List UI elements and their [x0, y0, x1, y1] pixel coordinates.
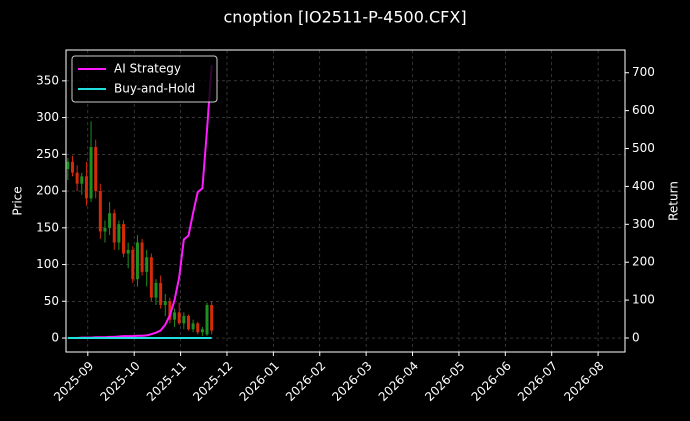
y-tick-label: 50	[44, 294, 59, 308]
candle-body	[205, 304, 209, 335]
x-tick-label: 2026-01	[237, 359, 282, 404]
x-tick-label: 2026-04	[376, 359, 421, 404]
candle-body	[84, 176, 88, 199]
y2-tick-label: 100	[632, 293, 655, 307]
x-tick-label: 2025-11	[144, 359, 189, 404]
candle-body	[173, 312, 177, 320]
y-tick-label: 200	[36, 184, 59, 198]
candle-body	[186, 315, 190, 330]
y-tick-label: 250	[36, 147, 59, 161]
candle-body	[131, 249, 135, 280]
x-tick-label: 2025-10	[97, 359, 142, 404]
candle-body	[112, 213, 116, 243]
legend-box	[71, 55, 218, 103]
candle-body	[89, 146, 93, 199]
candle-body	[154, 282, 158, 298]
candle-body	[135, 242, 139, 280]
x-tick-label: 2026-08	[561, 359, 606, 404]
candle-body	[66, 161, 70, 170]
candle-body	[196, 323, 200, 333]
y2-tick-label: 700	[632, 65, 655, 79]
y2-axis-label: Return	[667, 181, 681, 221]
x-tick-label: 2026-05	[422, 359, 467, 404]
y2-tick-label: 300	[632, 217, 655, 231]
y-tick-label: 300	[36, 110, 59, 124]
candle-body	[168, 301, 172, 320]
candle-body	[80, 176, 84, 184]
y-tick-label: 100	[36, 257, 59, 271]
candle-body	[210, 304, 214, 331]
y-tick-label: 150	[36, 220, 59, 234]
y-tick-label: 0	[51, 331, 59, 345]
candle-body	[191, 323, 195, 330]
candle-body	[75, 172, 79, 184]
candle-body	[98, 191, 102, 232]
y2-tick-label: 500	[632, 141, 655, 155]
candle-body	[145, 257, 149, 272]
candle-body	[163, 301, 167, 305]
chart-title: cnoption [IO2511-P-4500.CFX]	[223, 8, 466, 27]
x-tick-label: 2026-02	[283, 359, 328, 404]
candle-body	[108, 213, 112, 228]
x-tick-label: 2025-09	[51, 359, 96, 404]
candle-body	[159, 282, 163, 305]
candle-body	[122, 224, 126, 254]
line-series	[67, 65, 213, 339]
legend-label: Buy-and-Hold	[114, 82, 195, 96]
y2-tick-label: 200	[632, 255, 655, 269]
x-tick-label: 2026-03	[329, 359, 374, 404]
y2-tick-label: 600	[632, 103, 655, 117]
candle-body	[200, 329, 204, 333]
candle-body	[103, 227, 107, 232]
candle-body	[149, 257, 153, 298]
x-tick-label: 2025-12	[190, 359, 235, 404]
y2-tick-label: 400	[632, 179, 655, 193]
candle-body	[94, 146, 98, 192]
candle-body	[70, 161, 74, 173]
x-tick-label: 2026-06	[469, 359, 514, 404]
x-tick-label: 2026-07	[515, 359, 560, 404]
candle-body	[177, 312, 181, 324]
candle-body	[182, 315, 186, 324]
y-axis-label: Price	[11, 186, 25, 215]
legend-label: AI Strategy	[114, 62, 181, 76]
plot-frame	[65, 49, 626, 353]
candle-body	[117, 224, 121, 243]
candle-body	[140, 242, 144, 272]
candle-body	[126, 249, 130, 254]
y2-tick-label: 0	[632, 330, 640, 344]
y-tick-label: 350	[36, 73, 59, 87]
